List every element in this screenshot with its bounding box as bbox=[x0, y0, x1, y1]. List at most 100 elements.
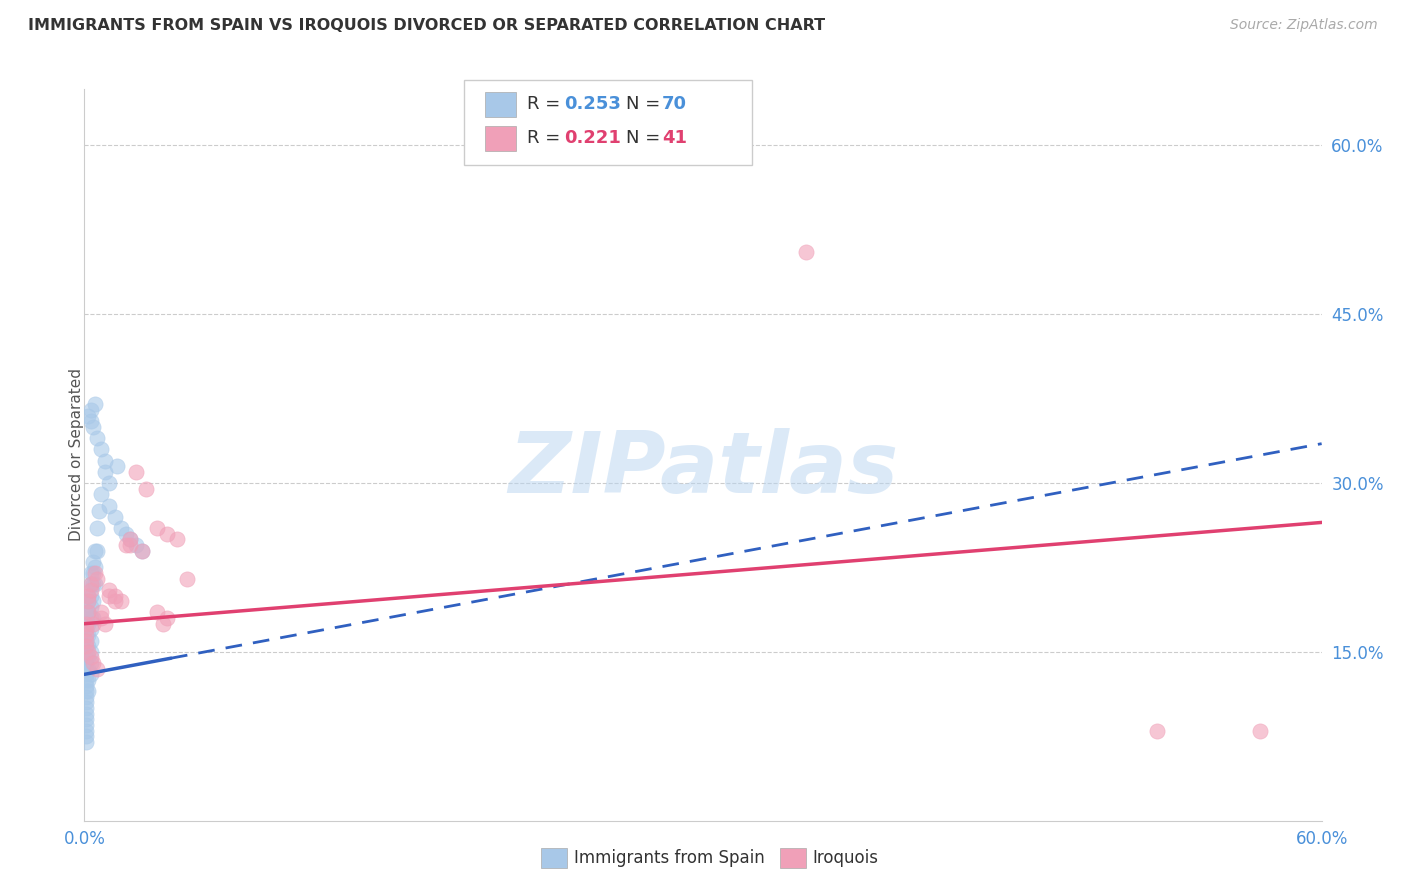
Point bbox=[77, 650, 100, 665]
Y-axis label: Divorced or Separated: Divorced or Separated bbox=[69, 368, 83, 541]
Point bbox=[75, 650, 97, 665]
Point bbox=[77, 606, 100, 620]
Point bbox=[98, 582, 121, 597]
Point bbox=[79, 577, 101, 591]
Point bbox=[77, 616, 100, 631]
Point bbox=[86, 662, 108, 676]
Point bbox=[75, 701, 97, 715]
Point bbox=[86, 543, 108, 558]
Point bbox=[77, 606, 100, 620]
Point bbox=[145, 606, 167, 620]
Point bbox=[75, 712, 97, 726]
Point bbox=[75, 684, 97, 698]
Point bbox=[94, 465, 117, 479]
Point bbox=[79, 589, 101, 603]
Point bbox=[75, 623, 97, 637]
Point bbox=[86, 521, 108, 535]
Point bbox=[86, 431, 108, 445]
Point bbox=[79, 633, 101, 648]
Point bbox=[114, 538, 136, 552]
Point bbox=[87, 504, 110, 518]
Point bbox=[90, 606, 112, 620]
Point bbox=[82, 419, 104, 434]
Text: N =: N = bbox=[626, 95, 665, 113]
Point bbox=[176, 572, 198, 586]
Point bbox=[82, 616, 104, 631]
Point bbox=[79, 650, 101, 665]
Point bbox=[79, 414, 101, 428]
Point bbox=[118, 533, 141, 547]
Text: 0.253: 0.253 bbox=[564, 95, 620, 113]
Point bbox=[75, 679, 97, 693]
Point bbox=[82, 555, 104, 569]
Point bbox=[75, 729, 97, 743]
Point bbox=[79, 667, 101, 681]
Point bbox=[94, 453, 117, 467]
Point bbox=[105, 459, 128, 474]
Point bbox=[125, 465, 148, 479]
Point bbox=[166, 533, 188, 547]
Point bbox=[75, 639, 97, 653]
Point bbox=[135, 482, 157, 496]
Point bbox=[75, 706, 97, 721]
Point bbox=[75, 735, 97, 749]
Point bbox=[1249, 723, 1271, 738]
Point bbox=[83, 577, 105, 591]
Text: 0.221: 0.221 bbox=[564, 129, 620, 147]
Point bbox=[104, 594, 127, 608]
Point bbox=[125, 538, 148, 552]
Point bbox=[75, 690, 97, 704]
Point bbox=[79, 403, 101, 417]
Point bbox=[77, 684, 100, 698]
Text: R =: R = bbox=[527, 129, 567, 147]
Point bbox=[75, 633, 97, 648]
Text: N =: N = bbox=[626, 129, 665, 147]
Text: Iroquois: Iroquois bbox=[813, 849, 879, 867]
Point bbox=[75, 667, 97, 681]
Point bbox=[114, 526, 136, 541]
Point bbox=[94, 616, 117, 631]
Point bbox=[98, 499, 121, 513]
Point bbox=[75, 718, 97, 732]
Point bbox=[79, 577, 101, 591]
Point bbox=[82, 656, 104, 670]
Point bbox=[152, 616, 174, 631]
Point bbox=[77, 662, 100, 676]
Point bbox=[75, 606, 97, 620]
Text: ZIPatlas: ZIPatlas bbox=[508, 428, 898, 511]
Point bbox=[1146, 723, 1168, 738]
Point bbox=[82, 611, 104, 625]
Point bbox=[75, 616, 97, 631]
Point bbox=[79, 623, 101, 637]
Point bbox=[77, 589, 100, 603]
Point bbox=[75, 628, 97, 642]
Point bbox=[79, 582, 101, 597]
Point bbox=[104, 509, 127, 524]
Point bbox=[79, 566, 101, 580]
Point bbox=[77, 673, 100, 687]
Point bbox=[156, 526, 179, 541]
Point bbox=[82, 577, 104, 591]
Point bbox=[82, 566, 104, 580]
Point bbox=[90, 611, 112, 625]
Point bbox=[131, 543, 153, 558]
Point bbox=[131, 543, 153, 558]
Point bbox=[77, 589, 100, 603]
Point bbox=[90, 487, 112, 501]
Point bbox=[75, 662, 97, 676]
Point bbox=[110, 594, 132, 608]
Point bbox=[75, 639, 97, 653]
Point bbox=[77, 594, 100, 608]
Point bbox=[75, 723, 97, 738]
Point bbox=[79, 599, 101, 614]
Text: R =: R = bbox=[527, 95, 567, 113]
Text: 70: 70 bbox=[662, 95, 688, 113]
Point bbox=[83, 397, 105, 411]
Point bbox=[156, 611, 179, 625]
Point bbox=[98, 589, 121, 603]
Point bbox=[75, 628, 97, 642]
Point bbox=[90, 442, 112, 457]
Point bbox=[82, 594, 104, 608]
Point bbox=[83, 560, 105, 574]
Point bbox=[77, 594, 100, 608]
